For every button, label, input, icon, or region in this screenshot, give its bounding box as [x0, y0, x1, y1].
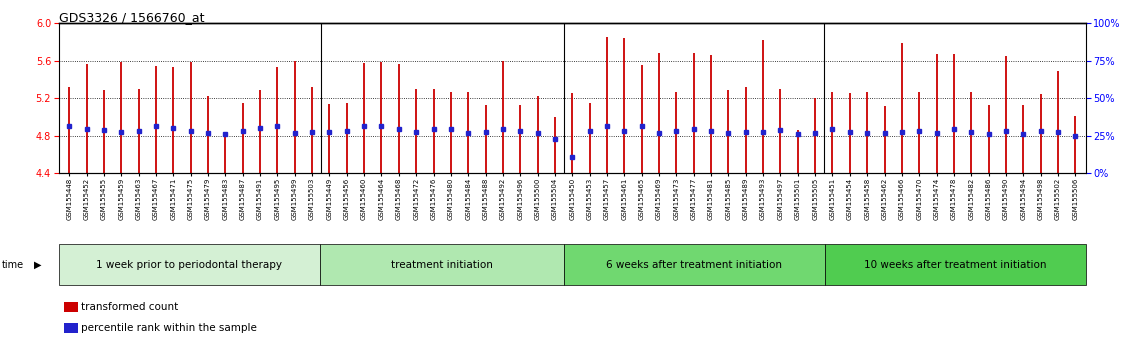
Text: treatment initiation: treatment initiation — [391, 259, 493, 270]
Bar — [320, 244, 563, 285]
Bar — [59, 244, 320, 285]
Text: transformed count: transformed count — [81, 302, 179, 312]
Bar — [563, 244, 824, 285]
Text: 10 weeks after treatment initiation: 10 weeks after treatment initiation — [864, 259, 1046, 270]
Text: 1 week prior to periodontal therapy: 1 week prior to periodontal therapy — [96, 259, 283, 270]
Bar — [824, 244, 1086, 285]
Text: GDS3326 / 1566760_at: GDS3326 / 1566760_at — [59, 11, 205, 24]
Text: 6 weeks after treatment initiation: 6 weeks after treatment initiation — [606, 259, 783, 270]
Text: percentile rank within the sample: percentile rank within the sample — [81, 323, 258, 333]
Text: time: time — [2, 259, 25, 270]
Text: ▶: ▶ — [34, 259, 42, 270]
